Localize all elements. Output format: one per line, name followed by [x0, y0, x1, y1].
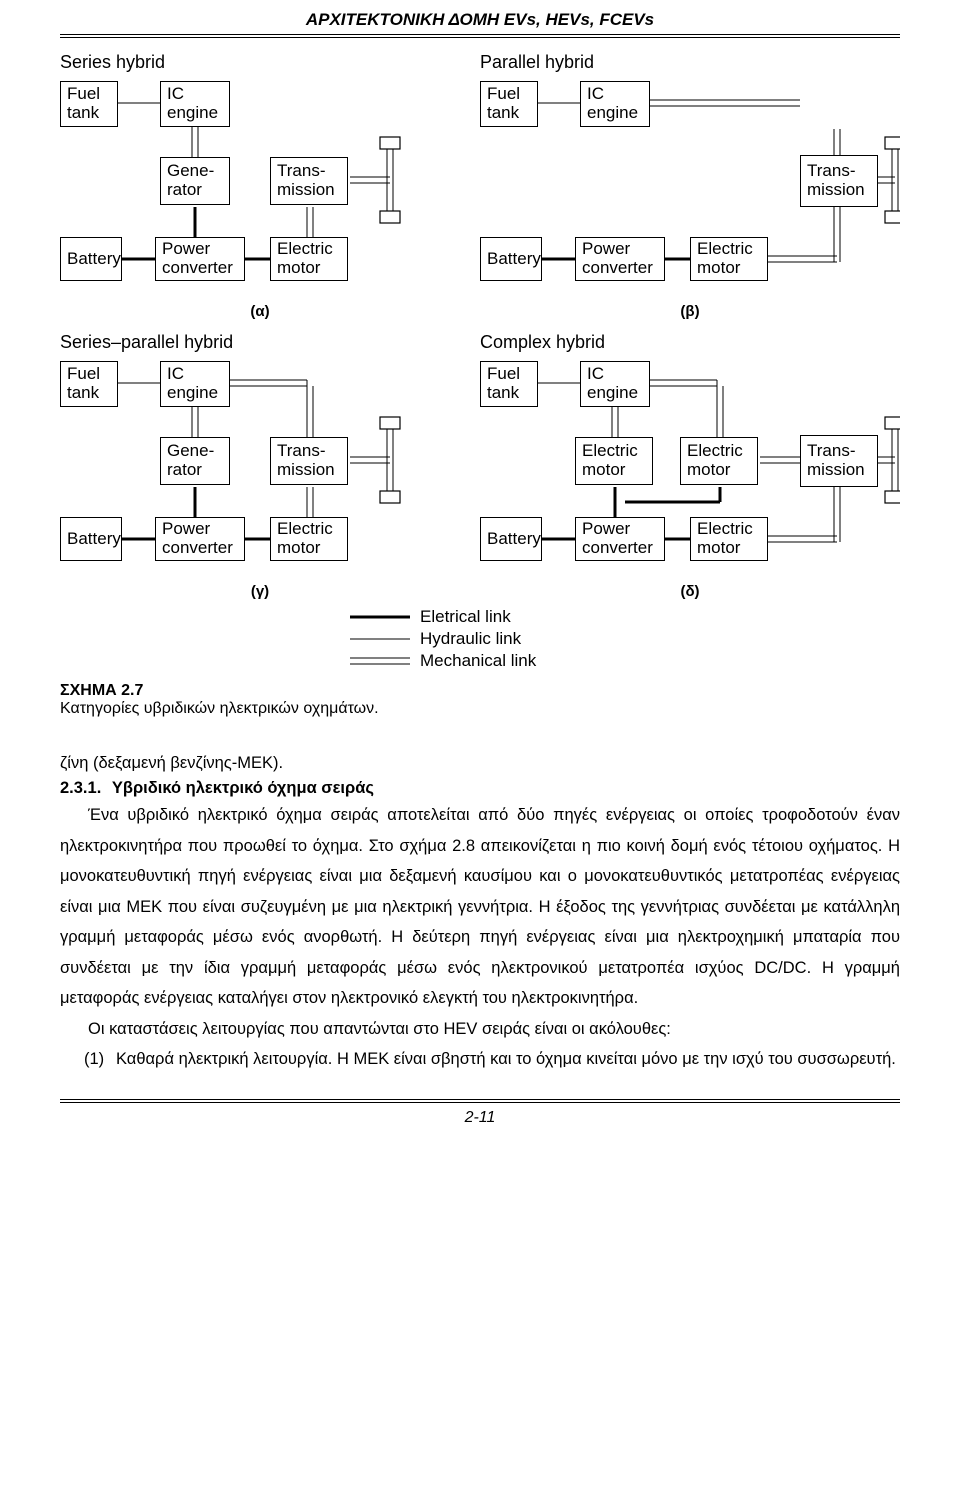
box-electric-motor: Electricmotor — [690, 517, 768, 561]
box-transmission: Trans-mission — [800, 435, 878, 487]
box-electric-motor-2: Electricmotor — [680, 437, 758, 485]
diagram-c-label: (γ) — [60, 583, 460, 600]
box-power-converter: Powerconverter — [575, 517, 665, 561]
legend-hydraulic: Hydraulic link — [420, 629, 521, 649]
list-item-1: (1) Καθαρά ηλεκτρική λειτουργία. Η ΜΕΚ ε… — [60, 1044, 900, 1075]
box-battery: Battery — [60, 237, 122, 281]
box-battery: Battery — [60, 517, 122, 561]
box-electric-motor: Electricmotor — [270, 517, 348, 561]
list-number: (1) — [60, 1044, 116, 1075]
legend: Eletrical link Hydraulic link Mechanical… — [350, 606, 610, 672]
box-ic-engine: ICengine — [160, 361, 230, 407]
section-title: Υβριδικό ηλεκτρικό όχημα σειράς — [112, 779, 374, 797]
fragment-line: ζίνη (δεξαμενή βενζίνης-ΜΕΚ). — [60, 754, 900, 773]
box-fuel-tank: Fueltank — [480, 361, 538, 407]
footer-rule — [60, 1099, 900, 1103]
box-battery: Battery — [480, 237, 542, 281]
diagram-b-title: Parallel hybrid — [480, 52, 900, 73]
list-text: Καθαρά ηλεκτρική λειτουργία. Η ΜΕΚ είναι… — [116, 1044, 900, 1075]
box-ic-engine: ICengine — [580, 81, 650, 127]
box-transmission: Trans-mission — [800, 155, 878, 207]
box-electric-motor-1: Electricmotor — [575, 437, 653, 485]
figure-caption-head: ΣΧΗΜΑ 2.7 — [60, 682, 900, 700]
box-fuel-tank: Fueltank — [60, 81, 118, 127]
box-electric-motor: Electricmotor — [270, 237, 348, 281]
box-fuel-tank: Fueltank — [60, 361, 118, 407]
box-power-converter: Powerconverter — [155, 237, 245, 281]
box-power-converter: Powerconverter — [155, 517, 245, 561]
legend-mechanical: Mechanical link — [420, 651, 536, 671]
diagram-a-label: (α) — [60, 303, 460, 320]
box-ic-engine: ICengine — [160, 81, 230, 127]
box-generator: Gene-rator — [160, 437, 230, 485]
diagram-b-label: (β) — [480, 303, 900, 320]
section-number: 2.3.1. — [60, 779, 101, 797]
figure-caption-body: Κατηγορίες υβριδικών ηλεκτρικών οχημάτων… — [60, 700, 900, 718]
box-transmission: Trans-mission — [270, 437, 348, 485]
diagram-d-label: (δ) — [480, 583, 900, 600]
legend-electrical: Eletrical link — [420, 607, 511, 627]
diagram-d-title: Complex hybrid — [480, 332, 900, 353]
box-fuel-tank: Fueltank — [480, 81, 538, 127]
body-paragraph-1: Ένα υβριδικό ηλεκτρικό όχημα σειράς αποτ… — [60, 800, 900, 1014]
diagram-a-title: Series hybrid — [60, 52, 460, 73]
box-power-converter: Powerconverter — [575, 237, 665, 281]
page-number: 2-11 — [60, 1109, 900, 1127]
box-electric-motor: Electricmotor — [690, 237, 768, 281]
page-header: ΑΡΧΙΤΕΚΤΟΝΙΚΗ ΔΟΜΗ EVs, HEVs, FCEVs — [60, 10, 900, 30]
body-paragraph-2: Οι καταστάσεις λειτουργίας που απαντώντα… — [60, 1014, 900, 1045]
box-transmission: Trans-mission — [270, 157, 348, 205]
diagram-c-title: Series–parallel hybrid — [60, 332, 460, 353]
box-generator: Gene-rator — [160, 157, 230, 205]
box-ic-engine: ICengine — [580, 361, 650, 407]
box-battery: Battery — [480, 517, 542, 561]
header-rule — [60, 34, 900, 38]
